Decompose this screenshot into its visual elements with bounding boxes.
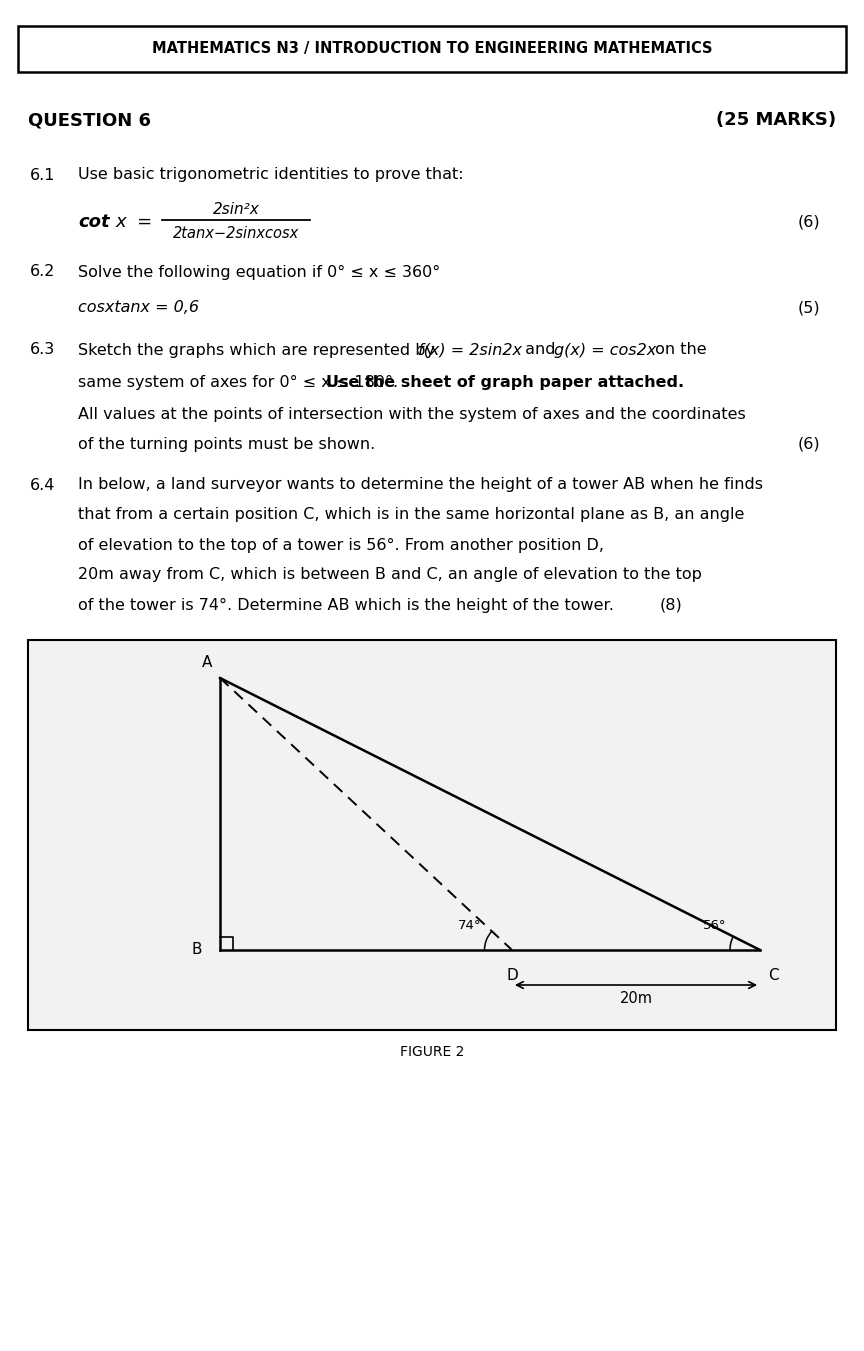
- Text: 6.1: 6.1: [30, 168, 55, 182]
- Text: D: D: [506, 969, 518, 984]
- Text: Solve the following equation if 0° ≤ x ≤ 360°: Solve the following equation if 0° ≤ x ≤…: [78, 265, 441, 280]
- Text: same system of axes for 0° ≤ x ≤ 180°.: same system of axes for 0° ≤ x ≤ 180°.: [78, 374, 403, 389]
- Text: 56°: 56°: [703, 919, 727, 932]
- Text: Use basic trigonometric identities to prove that:: Use basic trigonometric identities to pr…: [78, 168, 464, 182]
- Text: 20m: 20m: [619, 992, 652, 1006]
- Text: 6.2: 6.2: [30, 265, 55, 280]
- Text: cosxtanx = 0,6: cosxtanx = 0,6: [78, 300, 199, 316]
- Text: (5): (5): [797, 300, 820, 316]
- Text: (8): (8): [660, 597, 683, 612]
- Bar: [28, 640, 836, 1029]
- Text: 74°: 74°: [458, 919, 482, 932]
- Text: QUESTION 6: QUESTION 6: [28, 111, 151, 128]
- Text: cot: cot: [78, 213, 110, 231]
- Text: 6.3: 6.3: [30, 343, 55, 358]
- Text: and: and: [520, 343, 561, 358]
- Text: (6): (6): [797, 215, 820, 230]
- Text: g(x) = cos2x: g(x) = cos2x: [554, 343, 657, 358]
- Text: 2tanx−2sinxcosx: 2tanx−2sinxcosx: [173, 227, 299, 242]
- Text: that from a certain position C, which is in the same horizontal plane as B, an a: that from a certain position C, which is…: [78, 508, 745, 523]
- Text: 6.4: 6.4: [30, 477, 55, 493]
- Text: In below, a land surveyor wants to determine the height of a tower AB when he fi: In below, a land surveyor wants to deter…: [78, 477, 763, 493]
- Text: FIGURE 2: FIGURE 2: [400, 1046, 464, 1059]
- Text: of elevation to the top of a tower is 56°. From another position D,: of elevation to the top of a tower is 56…: [78, 538, 604, 553]
- Text: A: A: [201, 655, 212, 670]
- Text: Sketch the graphs which are represented by: Sketch the graphs which are represented …: [78, 343, 440, 358]
- Text: (25 MARKS): (25 MARKS): [716, 111, 836, 128]
- Text: MATHEMATICS N3 / INTRODUCTION TO ENGINEERING MATHEMATICS: MATHEMATICS N3 / INTRODUCTION TO ENGINEE…: [152, 42, 712, 57]
- Text: x  =: x =: [115, 213, 152, 231]
- Text: of the tower is 74°. Determine AB which is the height of the tower.: of the tower is 74°. Determine AB which …: [78, 597, 614, 612]
- Text: All values at the points of intersection with the system of axes and the coordin: All values at the points of intersection…: [78, 407, 746, 422]
- Text: Use the sheet of graph paper attached.: Use the sheet of graph paper attached.: [326, 374, 684, 389]
- Text: 20m away from C, which is between B and C, an angle of elevation to the top: 20m away from C, which is between B and …: [78, 567, 702, 582]
- Text: C: C: [768, 969, 778, 984]
- Text: B: B: [192, 943, 202, 958]
- Text: f(x) = 2sin2x: f(x) = 2sin2x: [418, 343, 522, 358]
- Text: 2sin²x: 2sin²x: [213, 203, 259, 218]
- Text: on the: on the: [650, 343, 707, 358]
- Text: of the turning points must be shown.: of the turning points must be shown.: [78, 436, 375, 451]
- Bar: [18, 26, 846, 72]
- Text: (6): (6): [797, 436, 820, 451]
